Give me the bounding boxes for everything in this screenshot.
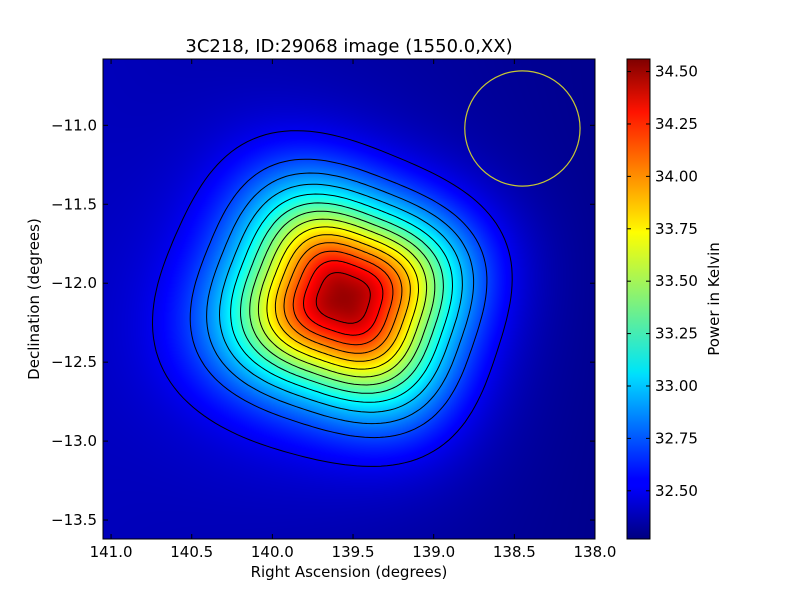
contour-line [230,193,454,403]
x-axis-label: Right Ascension (degrees) [251,563,448,581]
contour-line [257,218,428,378]
contour-line [292,250,394,346]
colorbar-tick-label: 34.50 [655,63,698,81]
x-tick-label: 139.5 [332,543,375,561]
x-tick-label: 140.5 [170,543,213,561]
y-tick-label: −12.0 [51,274,97,292]
y-tick-label: −13.5 [51,511,97,529]
y-tick-label: −13.0 [51,432,97,450]
contour-line [151,130,513,467]
x-tick-label: 139.0 [412,543,455,561]
y-tick-label: −11.0 [51,116,97,134]
y-axis: −11.0 −11.5 −12.0 −12.5 −13.0 −13.5 [51,116,595,529]
plot-area [102,58,596,540]
contour-line [274,234,411,362]
colorbar-tick-label: 33.50 [655,272,698,290]
y-tick-label: −11.5 [51,195,97,213]
contour-line [206,172,475,425]
contour-line [239,202,444,394]
beam-ellipse [464,70,581,187]
colorbar-tick-label: 34.00 [655,167,698,185]
colorbar-gradient [627,59,650,539]
plot-frame [102,58,596,540]
x-tick-label: 140.0 [251,543,294,561]
colorbar: 32.50 32.75 33.00 33.25 33.50 33.75 34.00 34.25… [626,58,723,540]
x-tick-label: 138.0 [574,543,617,561]
contour-line [283,242,403,354]
contour-lines [151,130,513,467]
colorbar-tick-label: 32.50 [655,482,698,500]
colorbar-tick-label: 33.25 [655,325,698,343]
contour-line [218,183,463,413]
x-axis: 141.0 140.5 140.0 139.5 139.0 138.5 138.0 [90,59,617,561]
y-axis-label: Declination (degrees) [25,218,43,380]
colorbar-tick-label: 33.75 [655,220,698,238]
colorbar-ticks: 32.50 32.75 33.00 33.25 33.50 33.75 34.00 34.25… [627,63,698,500]
colorbar-tick-label: 32.75 [655,429,698,447]
contour-line [189,158,488,439]
contour-line [302,260,384,336]
colorbar-tick-label: 34.25 [655,115,698,133]
colorbar-tick-label: 33.00 [655,377,698,395]
colorbar-label: Power in Kelvin [705,242,723,356]
contour-line [249,210,436,386]
contour-line [266,226,420,370]
x-tick-label: 141.0 [90,543,133,561]
contour-line [315,272,371,324]
intensity-heatmap [103,59,595,539]
y-tick-label: −12.5 [51,353,97,371]
colorbar-frame [626,58,651,540]
x-tick-label: 138.5 [493,543,536,561]
chart-title: 3C218, ID:29068 image (1550.0,XX) [185,36,512,57]
